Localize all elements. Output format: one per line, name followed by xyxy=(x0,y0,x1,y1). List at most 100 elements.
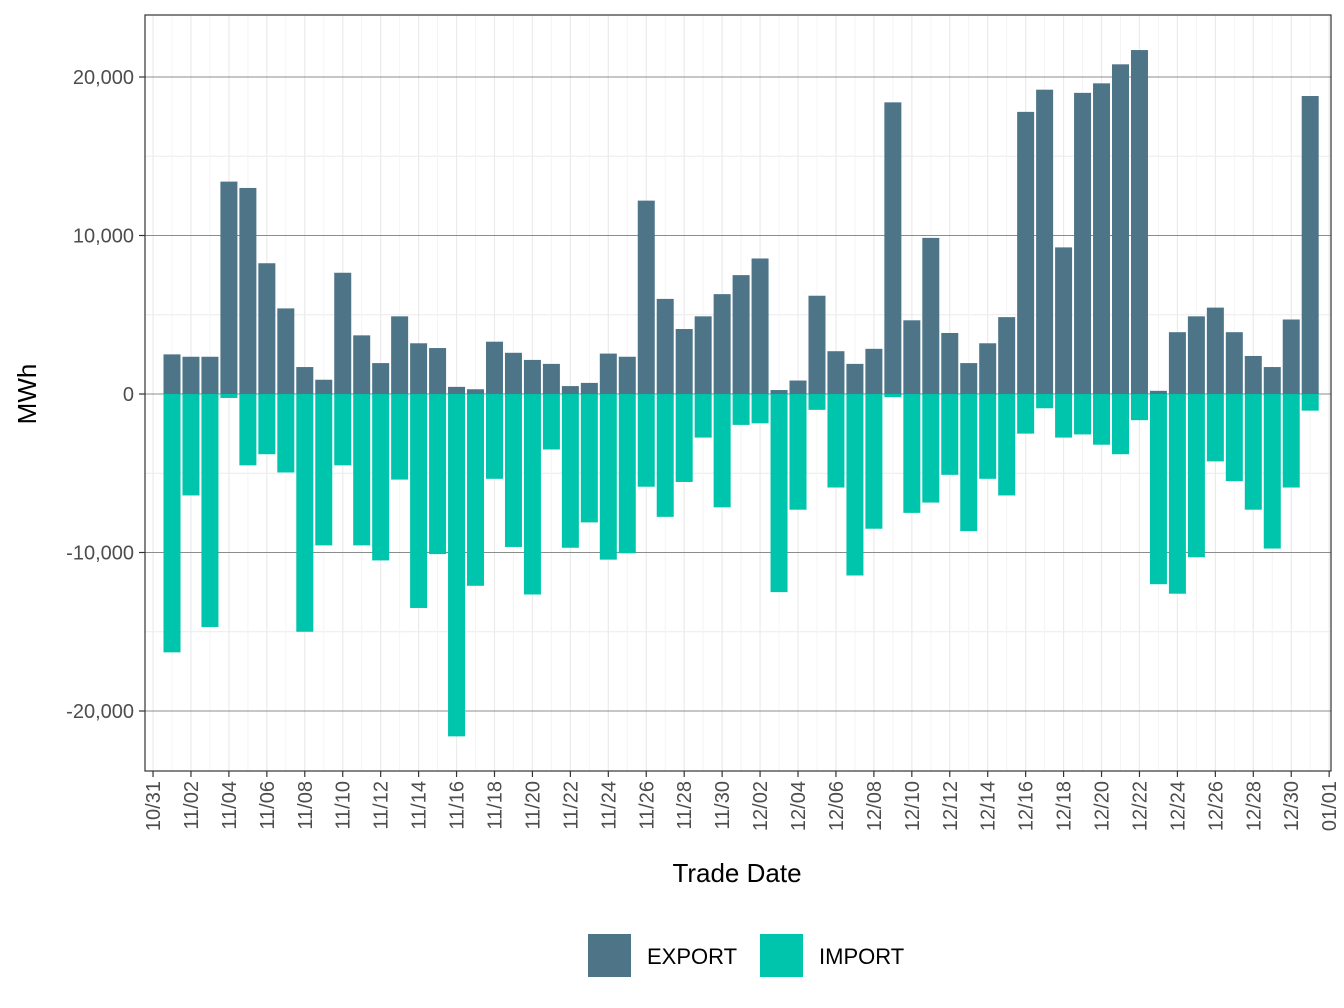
x-tick-label: 12/02 xyxy=(750,781,772,831)
bar-import-12-05 xyxy=(808,394,826,410)
bar-import-12-12 xyxy=(941,394,959,475)
x-tick-label: 12/08 xyxy=(864,781,886,831)
x-tick-label: 12/14 xyxy=(978,781,1000,831)
bar-export-12-01 xyxy=(732,275,750,394)
bar-import-11-27 xyxy=(656,394,674,517)
bar-import-11-17 xyxy=(467,394,485,586)
x-tick-label: 11/22 xyxy=(560,781,582,830)
plot-panel-border xyxy=(144,14,1332,772)
legend: EXPORT IMPORT xyxy=(588,934,904,977)
bar-export-11-24 xyxy=(599,353,617,394)
bar-import-12-22 xyxy=(1130,394,1148,421)
bar-import-11-04 xyxy=(220,394,238,398)
bar-export-11-21 xyxy=(542,363,560,394)
bar-export-12-10 xyxy=(903,320,921,394)
bar-export-12-22 xyxy=(1130,50,1148,395)
bar-import-12-20 xyxy=(1093,394,1111,445)
x-tick-label: 12/26 xyxy=(1205,781,1227,831)
bar-export-12-26 xyxy=(1206,307,1224,394)
bar-import-11-22 xyxy=(561,394,579,548)
x-tick-label: 10/31 xyxy=(143,781,165,831)
x-tick-label: 11/20 xyxy=(522,781,544,830)
bar-import-12-07 xyxy=(846,394,864,576)
bar-import-11-13 xyxy=(391,394,409,480)
bar-import-11-19 xyxy=(504,394,522,547)
x-tick-label: 12/06 xyxy=(826,781,848,831)
bar-export-12-11 xyxy=(922,237,940,394)
bar-import-11-18 xyxy=(485,394,503,479)
bar-export-12-06 xyxy=(827,351,845,394)
x-tick-label: 12/10 xyxy=(902,781,924,831)
bar-import-12-28 xyxy=(1244,394,1262,510)
x-tick-label: 11/28 xyxy=(674,781,696,830)
bar-export-11-17 xyxy=(467,389,485,394)
bar-export-12-30 xyxy=(1282,319,1300,394)
bar-import-11-03 xyxy=(201,394,219,627)
x-tick-label: 12/16 xyxy=(1016,781,1038,831)
bar-export-12-29 xyxy=(1263,367,1281,394)
x-tick-label: 11/26 xyxy=(636,781,658,830)
bar-import-12-13 xyxy=(960,394,978,532)
y-tick-label: -20,000 xyxy=(66,701,134,723)
x-axis-title: Trade Date xyxy=(672,858,801,888)
x-tick-label: 12/12 xyxy=(940,781,962,831)
bar-import-11-24 xyxy=(599,394,617,560)
bar-import-12-27 xyxy=(1225,394,1243,482)
bar-import-11-02 xyxy=(182,394,200,496)
x-tick-label: 12/04 xyxy=(788,781,810,831)
x-tick-label: 11/04 xyxy=(219,781,241,830)
bar-import-11-25 xyxy=(618,394,636,554)
bar-import-12-15 xyxy=(998,394,1016,496)
x-tick-label: 01/01 xyxy=(1319,781,1341,831)
bar-import-11-15 xyxy=(429,394,447,555)
y-axis: -20,000 -10,000 0 10,000 20,000 xyxy=(66,67,145,723)
bar-import-12-30 xyxy=(1282,394,1300,488)
bar-export-12-20 xyxy=(1093,83,1111,394)
bar-export-12-25 xyxy=(1187,316,1205,394)
bar-import-12-10 xyxy=(903,394,921,513)
bar-export-12-27 xyxy=(1225,332,1243,394)
bar-export-11-18 xyxy=(485,341,503,394)
bar-export-11-08 xyxy=(296,367,314,394)
y-tick-label: 0 xyxy=(123,384,134,406)
bar-import-12-14 xyxy=(979,394,997,479)
bar-export-11-20 xyxy=(523,359,541,394)
bar-export-12-21 xyxy=(1112,64,1129,394)
bar-export-12-13 xyxy=(960,363,978,394)
bar-export-11-07 xyxy=(277,308,295,394)
x-tick-label: 12/28 xyxy=(1243,781,1265,831)
bar-import-12-29 xyxy=(1263,394,1281,549)
bar-export-12-12 xyxy=(941,332,959,394)
bar-import-11-14 xyxy=(410,394,428,608)
bar-import-12-11 xyxy=(922,394,940,503)
bar-import-12-09 xyxy=(884,394,902,398)
bar-import-11-11 xyxy=(353,394,371,546)
bar-export-12-19 xyxy=(1074,92,1092,394)
bar-export-11-15 xyxy=(429,348,447,394)
bar-import-12-31 xyxy=(1301,394,1319,411)
legend-swatch-import xyxy=(760,934,803,977)
bar-export-11-11 xyxy=(353,335,371,394)
bar-export-12-05 xyxy=(808,295,826,394)
bar-export-11-09 xyxy=(315,379,333,394)
bar-import-12-24 xyxy=(1168,394,1186,594)
bar-export-11-27 xyxy=(656,298,674,394)
x-tick-label: 11/02 xyxy=(181,781,203,830)
y-tick-label: -10,000 xyxy=(66,543,134,565)
x-axis: 10/31 11/02 11/04 11/06 11/08 11/10 11/12 11/14… xyxy=(143,771,1341,831)
bar-export-11-01 xyxy=(163,354,181,394)
bar-export-11-16 xyxy=(448,386,466,394)
bar-import-11-05 xyxy=(239,394,257,466)
bar-export-11-12 xyxy=(372,363,390,394)
bar-export-11-30 xyxy=(713,294,731,394)
bar-export-12-04 xyxy=(789,380,807,394)
x-tick-label: 11/16 xyxy=(447,781,469,830)
x-tick-label: 11/10 xyxy=(333,781,355,830)
bar-export-12-03 xyxy=(770,390,788,394)
x-tick-label: 12/30 xyxy=(1281,781,1303,831)
bar-import-12-08 xyxy=(865,394,883,529)
x-tick-label: 12/22 xyxy=(1129,781,1151,831)
bar-import-11-23 xyxy=(580,394,598,523)
bar-import-11-16 xyxy=(448,394,466,737)
